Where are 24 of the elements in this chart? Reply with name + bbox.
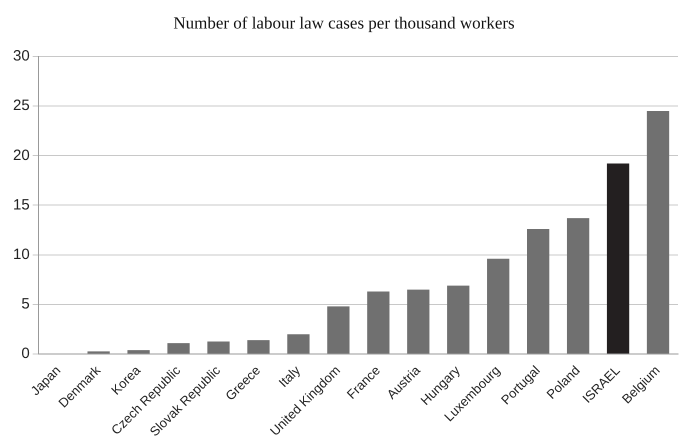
bar xyxy=(527,229,550,354)
bar xyxy=(287,334,310,354)
y-tick-label: 5 xyxy=(21,296,30,313)
bar xyxy=(247,340,270,354)
chart-title: Number of labour law cases per thousand workers xyxy=(173,14,515,33)
bar xyxy=(167,343,190,354)
x-tick-label: Italy xyxy=(276,362,304,390)
bar xyxy=(566,218,590,354)
bar xyxy=(447,286,470,354)
y-tick-label: 0 xyxy=(21,345,30,362)
bar xyxy=(127,350,150,354)
bar xyxy=(646,110,670,354)
bar xyxy=(327,306,350,354)
bar xyxy=(367,292,390,354)
bar xyxy=(207,342,230,354)
y-tick-label: 30 xyxy=(12,48,30,65)
y-tick-label: 20 xyxy=(12,146,30,164)
bar xyxy=(487,258,510,354)
y-tick-label: 25 xyxy=(12,97,30,114)
bar xyxy=(87,351,110,354)
bar xyxy=(606,164,630,354)
y-tick-label: 15 xyxy=(12,196,30,214)
bar xyxy=(407,290,430,354)
y-tick-label: 10 xyxy=(12,246,30,263)
